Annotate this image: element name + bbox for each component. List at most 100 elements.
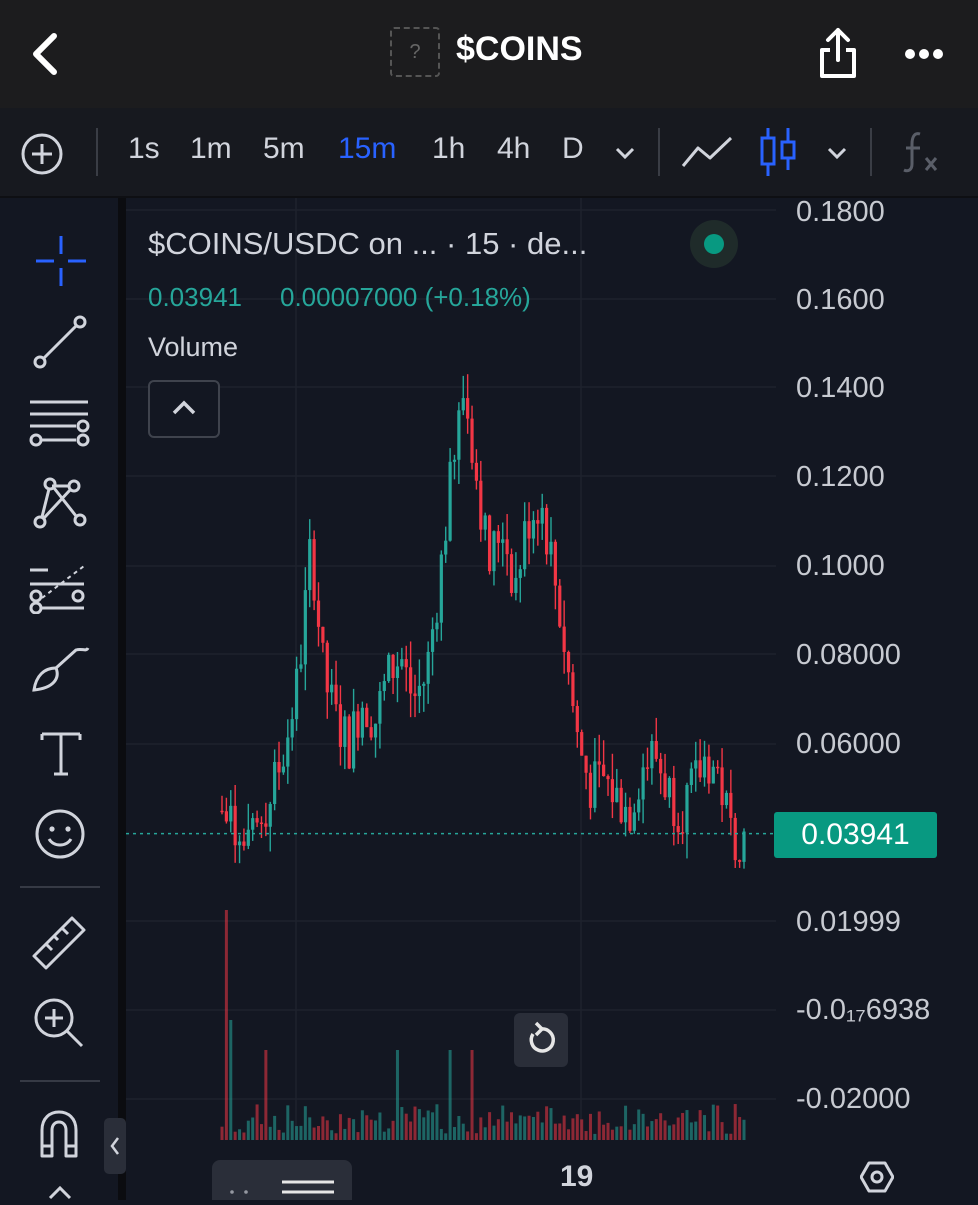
timeframe-1m[interactable]: 1m	[190, 132, 232, 165]
volume-bar	[360, 1110, 364, 1140]
price-chart[interactable]	[0, 198, 978, 1200]
timeframe-15m[interactable]: 15m	[338, 132, 397, 165]
chevron-down-icon[interactable]	[826, 146, 848, 160]
candle-body	[439, 554, 443, 623]
volume-bar	[295, 1126, 299, 1140]
volume-bar	[474, 1133, 478, 1140]
settings-icon[interactable]	[860, 1160, 894, 1194]
chevron-left-icon[interactable]	[28, 32, 64, 76]
forecast-icon[interactable]	[28, 562, 90, 614]
candle-body	[312, 539, 316, 601]
volume-bar	[580, 1119, 584, 1140]
candle-body	[316, 600, 321, 627]
volume-bar	[251, 1117, 255, 1140]
candle-body	[680, 832, 685, 834]
timeframe-1h[interactable]: 1h	[432, 132, 466, 165]
candle-body	[404, 659, 408, 668]
candle-body	[448, 461, 452, 541]
volume-bar	[461, 1123, 465, 1140]
volume-bar	[224, 910, 228, 1140]
timeframe-d[interactable]: D	[562, 132, 584, 165]
timeframe-4h[interactable]: 4h	[497, 132, 531, 165]
status-dot	[690, 220, 738, 268]
candle-body	[676, 826, 680, 833]
candle-body	[597, 761, 601, 765]
candle-body	[711, 766, 715, 784]
candle-body	[435, 622, 439, 630]
collapse-legend-button[interactable]	[148, 380, 220, 438]
candle-body	[531, 520, 536, 539]
reset-chart-button[interactable]	[514, 1013, 568, 1067]
volume-bar	[317, 1125, 321, 1140]
token-icon: ?	[390, 27, 440, 77]
text-tool-icon[interactable]	[38, 728, 84, 778]
candle-body	[527, 521, 531, 539]
timeframe-5m[interactable]: 5m	[263, 132, 305, 165]
add-indicator-icon[interactable]	[20, 132, 64, 176]
collapse-sidebar-tab[interactable]	[104, 1118, 126, 1174]
ruler-icon[interactable]	[30, 914, 88, 972]
chevron-down-icon[interactable]	[614, 146, 636, 160]
share-icon[interactable]	[816, 26, 860, 82]
timeframe-1s[interactable]: 1s	[128, 132, 160, 165]
candle-body	[501, 539, 505, 543]
zoom-in-icon[interactable]	[32, 996, 88, 1052]
candlestick-chart-icon[interactable]	[758, 126, 798, 178]
candle-body	[426, 651, 430, 684]
candle-body	[343, 716, 347, 747]
candle-body	[492, 531, 496, 572]
candle-body	[294, 668, 299, 720]
function-icon[interactable]	[900, 128, 944, 174]
candle-body	[628, 806, 632, 831]
volume-bar	[273, 1115, 277, 1140]
trend-line-icon[interactable]	[32, 314, 88, 370]
volume-bar	[448, 1050, 452, 1140]
volume-bar	[738, 1117, 742, 1140]
volume-bar	[431, 1112, 435, 1140]
candle-body	[575, 706, 579, 733]
lock-icon[interactable]	[40, 1184, 80, 1200]
candle-body	[268, 803, 272, 827]
pattern-icon[interactable]	[30, 476, 90, 532]
horizontal-lines-icon[interactable]	[28, 396, 90, 450]
price-axis-label: -0.02000	[796, 1083, 911, 1115]
candle-body	[461, 398, 465, 411]
volume-bar	[238, 1129, 242, 1140]
more-horizontal-icon[interactable]	[904, 48, 944, 60]
price-axis-label: 0.1600	[796, 284, 885, 316]
candle-body	[650, 741, 654, 769]
volume-bar	[312, 1127, 316, 1140]
candle-body	[707, 756, 711, 784]
crosshair-icon[interactable]	[34, 234, 88, 288]
candle-body	[659, 758, 663, 774]
candle-body	[409, 667, 413, 694]
volume-bar	[457, 1116, 461, 1140]
candle-body	[246, 829, 250, 846]
bottom-panel-handle[interactable]	[212, 1160, 352, 1200]
volume-bar	[330, 1130, 334, 1140]
candle-body	[742, 831, 746, 862]
candle-body	[347, 716, 351, 769]
candle-body	[505, 539, 509, 555]
line-chart-icon[interactable]	[680, 134, 734, 170]
volume-bar	[571, 1118, 575, 1140]
candle-body	[237, 841, 242, 846]
volume-bar	[676, 1117, 680, 1140]
candle-body	[391, 654, 395, 678]
volume-bar	[536, 1111, 540, 1140]
volume-bar	[308, 1117, 312, 1140]
price-axis-label: 0.01999	[796, 906, 901, 938]
volume-bar	[685, 1110, 689, 1140]
symbol-title[interactable]: $COINS/USDC on ... · 15 · de...	[148, 226, 588, 261]
candle-body	[672, 777, 676, 827]
brush-icon[interactable]	[30, 644, 92, 694]
candle-body	[720, 767, 724, 806]
candle-body	[303, 590, 307, 665]
emoji-icon[interactable]	[34, 808, 86, 860]
magnet-icon[interactable]	[36, 1108, 82, 1160]
volume-bar	[645, 1126, 649, 1140]
volume-bar	[470, 1050, 474, 1140]
time-axis-label: 19	[560, 1160, 594, 1193]
toolbar-divider	[658, 128, 660, 176]
volume-bar	[654, 1119, 658, 1140]
